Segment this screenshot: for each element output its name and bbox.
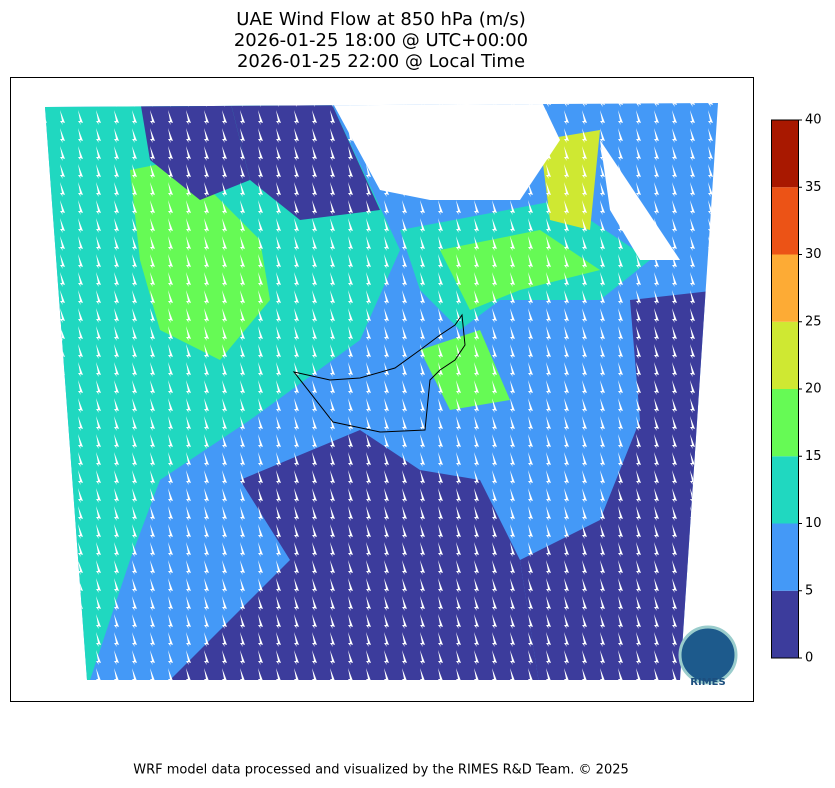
logo-text: RIMES — [690, 677, 725, 688]
colorbar: 0 5 10 15 20 25 30 35 40 — [771, 113, 822, 666]
colorbar-segment — [771, 321, 798, 389]
logo-emblem — [678, 625, 738, 685]
colorbar-segment — [771, 187, 798, 255]
colorbar-segment — [771, 120, 798, 188]
map-frame — [10, 77, 754, 702]
colorbar-segment — [771, 389, 798, 457]
uae-outline — [292, 313, 466, 433]
colorbar-tick-label: 5 — [805, 583, 813, 598]
colorbar-tick-label: 40 — [805, 113, 822, 128]
colorbar-tick-label: 30 — [805, 247, 822, 262]
colorbar-segment — [771, 590, 798, 658]
colorbar-segment — [771, 523, 798, 591]
footer: WRF model data processed and visualized … — [133, 763, 629, 778]
colorbar-tick-label: 25 — [805, 314, 822, 329]
colorbar-tick-label: 35 — [805, 180, 822, 195]
colorbar-segment — [771, 456, 798, 524]
wind-field — [45, 103, 718, 680]
colorbar-segment — [771, 254, 798, 322]
colorbar-tick-label: 10 — [805, 516, 822, 531]
title-line: UAE Wind Flow at 850 hPa (m/s) — [236, 9, 525, 30]
title-line: 2026-01-25 18:00 @ UTC+00:00 — [234, 30, 528, 51]
colorbar-tick-label: 20 — [805, 382, 822, 397]
colorbar-tick-label: 0 — [805, 651, 813, 666]
title-line: 2026-01-25 22:00 @ Local Time — [237, 51, 525, 72]
colorbar-tick-label: 15 — [805, 449, 822, 464]
